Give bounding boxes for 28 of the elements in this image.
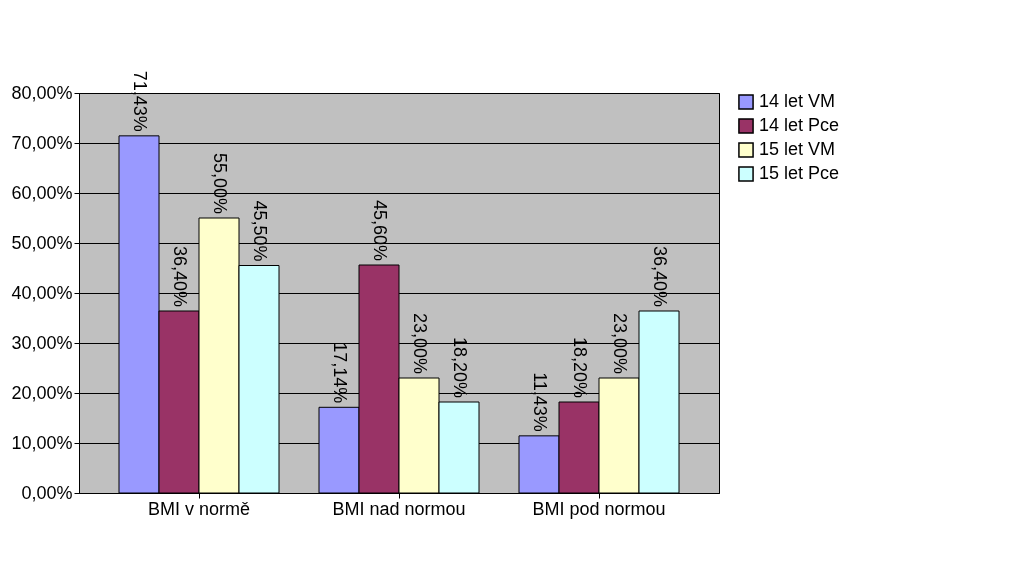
y-tick-label: 50,00% — [11, 232, 73, 253]
y-tick-label: 0,00% — [21, 482, 73, 503]
y-tick-label: 40,00% — [11, 282, 73, 303]
x-tick-label: BMI v normě — [147, 498, 251, 519]
data-label: 11,43% — [530, 372, 550, 432]
data-label: 71,43% — [130, 70, 150, 132]
y-tick-label: 10,00% — [11, 432, 73, 453]
data-label: 55,00% — [210, 152, 230, 214]
y-tick-label: 20,00% — [11, 382, 73, 403]
y-tick-label: 80,00% — [11, 82, 73, 103]
legend-label: 14 let Pce — [759, 115, 840, 135]
legend-label: 14 let VM — [759, 91, 836, 111]
data-label: 45,60% — [370, 199, 390, 261]
data-label: 36,40% — [170, 245, 190, 307]
legend-label: 15 let VM — [759, 139, 836, 159]
data-label: 36,40% — [650, 245, 670, 307]
data-label: 18,20% — [450, 336, 470, 398]
x-tick-label: BMI nad normou — [332, 498, 466, 519]
data-label: 18,20% — [570, 336, 590, 398]
data-label: 45,50% — [250, 200, 270, 262]
data-label: 23,00% — [610, 312, 630, 374]
data-label: 23,00% — [410, 312, 430, 374]
y-tick-label: 60,00% — [11, 182, 73, 203]
x-tick-label: BMI pod normou — [532, 498, 666, 519]
y-tick-label: 30,00% — [11, 332, 73, 353]
data-label: 17,14% — [330, 342, 350, 404]
y-tick-label: 70,00% — [11, 132, 73, 153]
legend-label: 15 let Pce — [759, 163, 840, 183]
